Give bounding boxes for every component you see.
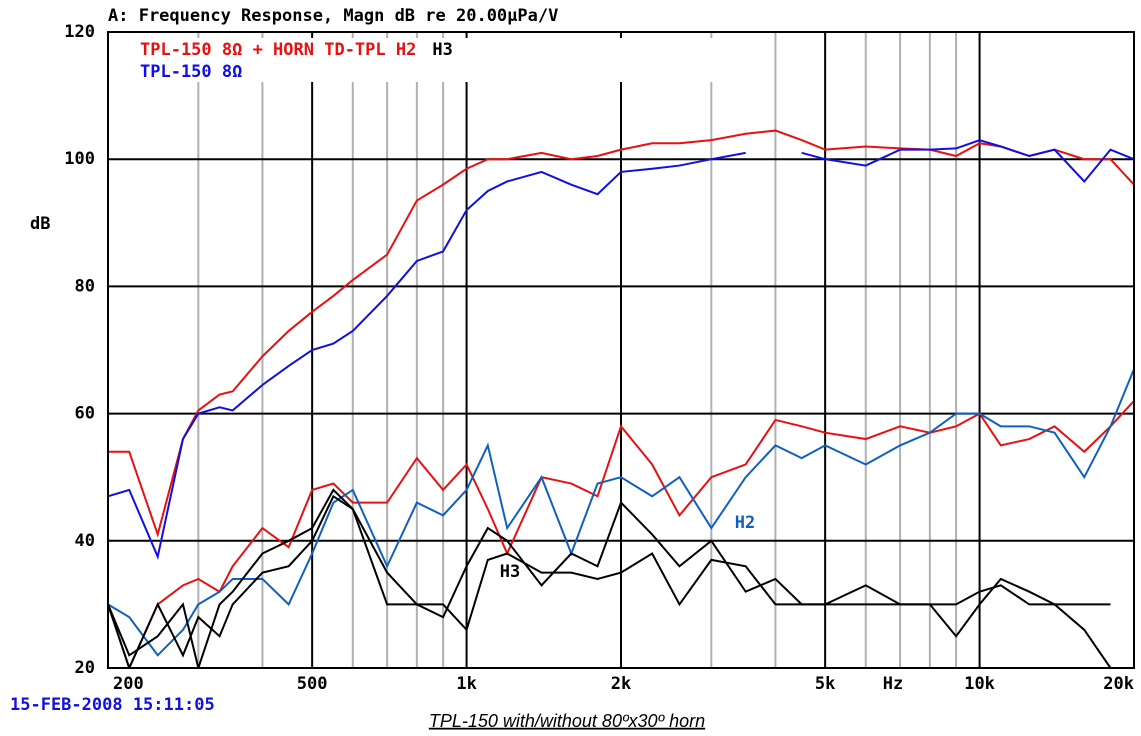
annotations: H2 H3: [500, 513, 755, 582]
legend-entry: TPL-150 8Ω: [140, 62, 242, 82]
series-line: [108, 400, 1134, 668]
plot-frame: [107, 31, 1135, 669]
y-tick-label: 40: [75, 531, 95, 551]
series-line: [108, 494, 1111, 668]
x-tick-label: 2k: [611, 674, 631, 694]
chart-title: A: Frequency Response, Magn dB re 20.00µ…: [108, 6, 558, 26]
series-line: [108, 129, 1134, 538]
series-line: [108, 488, 1112, 668]
y-tick-label: 100: [64, 149, 95, 169]
series-line: [108, 151, 746, 560]
series-line: [801, 139, 1134, 183]
x-tick-label: 10k: [964, 674, 995, 694]
series-group: [108, 129, 1134, 668]
x-tick-label: 500: [297, 674, 328, 694]
legend-box: [118, 38, 748, 82]
y-tick-label: 120: [64, 22, 95, 42]
y-tick-label: 60: [75, 404, 95, 424]
legend-entry: TPL-150 8Ω + HORN TD-TPL H2 H3: [140, 40, 453, 60]
caption-band: [0, 712, 1141, 736]
y-tick-label: 80: [75, 276, 95, 296]
x-tick-label: 200: [113, 674, 144, 694]
annotation: H2: [735, 513, 755, 533]
legend-text: TPL-150 8Ω: [140, 62, 242, 82]
caption: TPL-150 with/without 80ºx30º horn: [429, 711, 705, 731]
y-axis-label: dB: [30, 214, 50, 234]
legend: TPL-150 8Ω + HORN TD-TPL H2 H3 TPL-150 8Ω: [140, 40, 453, 82]
x-tick-label: 20k: [1103, 674, 1134, 694]
legend-text: H3: [432, 40, 452, 60]
x-unit: Hz: [883, 674, 903, 694]
y-tick-label: 20: [75, 658, 95, 678]
x-tick-label: 5k: [815, 674, 835, 694]
timestamp: 15-FEB-2008 15:11:05: [10, 695, 215, 715]
annotation: H3: [500, 562, 520, 582]
series-line: [108, 368, 1134, 657]
x-tick-label: 1k: [456, 674, 476, 694]
legend-text: TPL-150 8Ω + HORN TD-TPL H2: [140, 40, 416, 60]
